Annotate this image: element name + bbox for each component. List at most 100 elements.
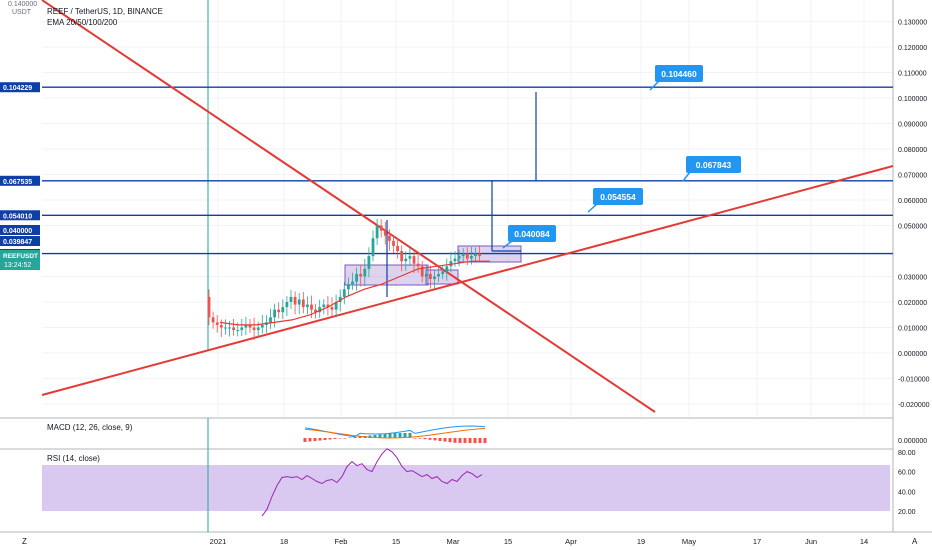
macd-histogram-bar: [428, 438, 432, 440]
top-price-tick: 0.140000: [8, 1, 37, 8]
time-tick-label: 15: [392, 537, 400, 546]
chart-title: REEF / TetherUS, 1D, BINANCE: [47, 7, 163, 16]
candle-body: [338, 296, 342, 302]
time-tick-label: Mar: [447, 537, 460, 546]
time-axis[interactable]: 2021 18 Feb 15 Mar 15 Apr 19 May 17 Jun 14: [210, 537, 869, 546]
price-marker-text: 0.067535: [3, 179, 32, 186]
candle-body: [240, 327, 244, 331]
price-callouts[interactable]: 0.104460 0.067843 0.054554 0.040084: [502, 65, 741, 249]
time-tick-label: 14: [860, 537, 868, 546]
ema-line: [219, 260, 490, 326]
candle-body: [256, 327, 260, 331]
candle-body: [424, 273, 428, 277]
candle-body: [445, 266, 449, 272]
descending-trend-line[interactable]: [41, 0, 656, 413]
corner-right-label[interactable]: A: [912, 537, 918, 546]
candle-body: [293, 296, 297, 305]
price-tick-label: 0.110000: [898, 71, 927, 78]
candle-body: [388, 235, 391, 241]
macd-histogram-bar: [398, 433, 402, 438]
price-tick-label: 0.080000: [898, 147, 927, 154]
macd-histogram-bar: [343, 438, 347, 439]
measure-lines[interactable]: [386, 92, 537, 297]
rsi-tick-label: 20.00: [898, 509, 916, 516]
symbol-badge-text: REEFUSDT: [3, 253, 38, 260]
candle-body: [453, 258, 457, 262]
macd-histogram-bar: [458, 438, 462, 443]
candle-body: [273, 309, 276, 318]
macd-histogram-bar: [378, 434, 382, 438]
macd-histogram-bar: [468, 438, 472, 443]
ascending-trend-line[interactable]: [41, 165, 894, 396]
macd-histogram-bar: [353, 437, 357, 438]
macd-histogram-bar: [403, 433, 407, 438]
price-axis[interactable]: 0.130000 0.120000 0.110000 0.100000 0.090000…: [898, 20, 930, 410]
price-tick-label: -0.010000: [898, 377, 930, 384]
candle-body: [359, 273, 363, 277]
macd-histogram-bar: [303, 438, 307, 442]
price-tick-label: 0.030000: [898, 275, 927, 282]
time-tick-label: Jun: [805, 537, 817, 546]
indicator-legend: EMA 20/50/100/200: [47, 18, 118, 27]
candle-body: [474, 253, 477, 257]
rsi-tick-label: 60.00: [898, 470, 916, 477]
rsi-title: RSI (14, close): [47, 454, 100, 463]
candle-body: [219, 324, 223, 328]
macd-histogram-bar: [323, 438, 327, 440]
time-tick-label: Feb: [335, 537, 348, 546]
symbol-badge: [0, 250, 40, 270]
price-tick-label: 0.020000: [898, 300, 927, 307]
candle-body: [470, 256, 473, 259]
price-tick-label: -0.020000: [898, 402, 930, 409]
candle-body: [232, 327, 235, 331]
price-callout[interactable]: [686, 156, 741, 173]
price-marker-badge: [0, 210, 40, 221]
price-tick-label: 0.010000: [898, 326, 927, 333]
macd-histogram-bar: [358, 436, 362, 438]
candle-body: [330, 307, 334, 310]
candle-body: [334, 302, 338, 310]
price-callout[interactable]: [655, 65, 703, 82]
candle-body: [252, 327, 256, 331]
countdown-text: 13:24:52: [4, 262, 31, 269]
macd-histogram-bar: [423, 438, 427, 440]
macd-histogram-bar: [418, 438, 422, 439]
price-marker-text: 0.054010: [3, 213, 32, 220]
candle-body: [441, 271, 445, 274]
price-tick-label: 0.090000: [898, 122, 927, 129]
macd-histogram-bar: [413, 438, 417, 439]
macd-histogram-bar: [438, 438, 442, 441]
callout-pointer: [649, 80, 660, 91]
candle-body: [342, 289, 346, 297]
candle-body: [301, 299, 305, 308]
time-tick-label: 15: [504, 537, 512, 546]
corner-left-label[interactable]: Z: [22, 537, 27, 546]
price-callout[interactable]: [508, 225, 556, 242]
trend-lines[interactable]: [41, 0, 894, 413]
price-marker-text: 0.039847: [3, 239, 32, 246]
candle-body: [408, 256, 412, 259]
price-marker-badge: [0, 236, 40, 246]
candle-body: [260, 324, 264, 328]
candle-body: [392, 240, 395, 246]
price-tick-label: 0.050000: [898, 224, 927, 231]
candle-body: [404, 258, 408, 262]
candle-body: [400, 251, 404, 262]
price-tick-label: 0.000000: [898, 351, 927, 358]
macd-histogram-bar: [433, 438, 437, 441]
candle-body: [224, 327, 227, 329]
candle-body: [215, 322, 219, 325]
price-marker-text: 0.040000: [3, 228, 32, 235]
candle-body: [371, 238, 375, 257]
price-callout[interactable]: [593, 188, 643, 205]
candle-body: [465, 253, 469, 259]
candle-body: [314, 309, 317, 313]
price-tick-label: 0.130000: [898, 20, 927, 27]
time-tick-label: 19: [637, 537, 645, 546]
macd-histogram-bar: [383, 434, 387, 438]
candle-body: [363, 268, 367, 277]
candle-body: [269, 317, 272, 323]
candle-body: [351, 281, 354, 285]
